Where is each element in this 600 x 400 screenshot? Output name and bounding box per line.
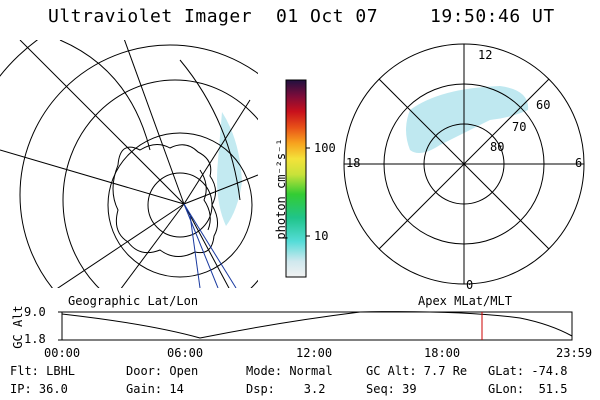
colorbar-tick-10: 10 xyxy=(314,229,329,243)
door-info: Door: Open xyxy=(126,364,199,378)
x-tick-1200: 12:00 xyxy=(296,346,333,360)
mlt-label-12: 12 xyxy=(478,48,493,62)
mlt-label-6: 6 xyxy=(575,156,583,170)
altitude-timeline xyxy=(58,311,573,341)
polar-mlt-plot xyxy=(343,43,585,285)
y-tick-1-8: 1.8 xyxy=(24,332,46,346)
x-tick-1800: 18:00 xyxy=(424,346,461,360)
gc-alt-info: GC Alt: 7.7 Re xyxy=(366,364,468,378)
lat-label-80: 80 xyxy=(490,140,505,154)
gain-info: Gain: 14 xyxy=(126,382,184,396)
ip-info: IP: 36.0 xyxy=(10,382,68,396)
aurora-region xyxy=(217,112,242,226)
left-caption: Geographic Lat/Lon xyxy=(68,294,199,308)
glon-info: GLon: 51.5 xyxy=(488,382,568,396)
filter-info: Flt: LBHL xyxy=(10,364,76,378)
continent-outline xyxy=(112,144,218,257)
x-tick-2359: 23:59 xyxy=(556,346,593,360)
y-tick-9: 9.0 xyxy=(24,305,46,319)
date-label: 01 Oct 07 xyxy=(276,6,379,27)
seq-info: Seq: 39 xyxy=(366,382,417,396)
mode-info: Mode: Normal xyxy=(246,364,333,378)
color-scale-bar xyxy=(285,79,310,278)
lat-label-70: 70 xyxy=(512,120,527,134)
lat-label-60: 60 xyxy=(536,98,551,112)
x-tick-0600: 06:00 xyxy=(167,346,204,360)
mlt-label-18: 18 xyxy=(346,156,361,170)
colorbar-tick-100: 100 xyxy=(314,141,336,155)
app-title: Ultraviolet Imager xyxy=(48,6,253,27)
glat-info: GLat: -74.8 xyxy=(488,364,568,378)
geographic-map xyxy=(0,40,258,288)
colorbar-unit-label: photon cm⁻²s⁻¹ xyxy=(274,138,288,240)
right-caption: Apex MLat/MLT xyxy=(418,294,512,308)
dsp-info: Dsp: 3.2 xyxy=(246,382,326,396)
mlt-label-0: 0 xyxy=(466,278,474,292)
x-tick-0000: 00:00 xyxy=(44,346,81,360)
timeline-y-label: GC Alt xyxy=(11,305,25,349)
time-label: 19:50:46 UT xyxy=(430,6,555,27)
altitude-curve xyxy=(61,311,573,339)
aurora-oval xyxy=(406,86,529,154)
